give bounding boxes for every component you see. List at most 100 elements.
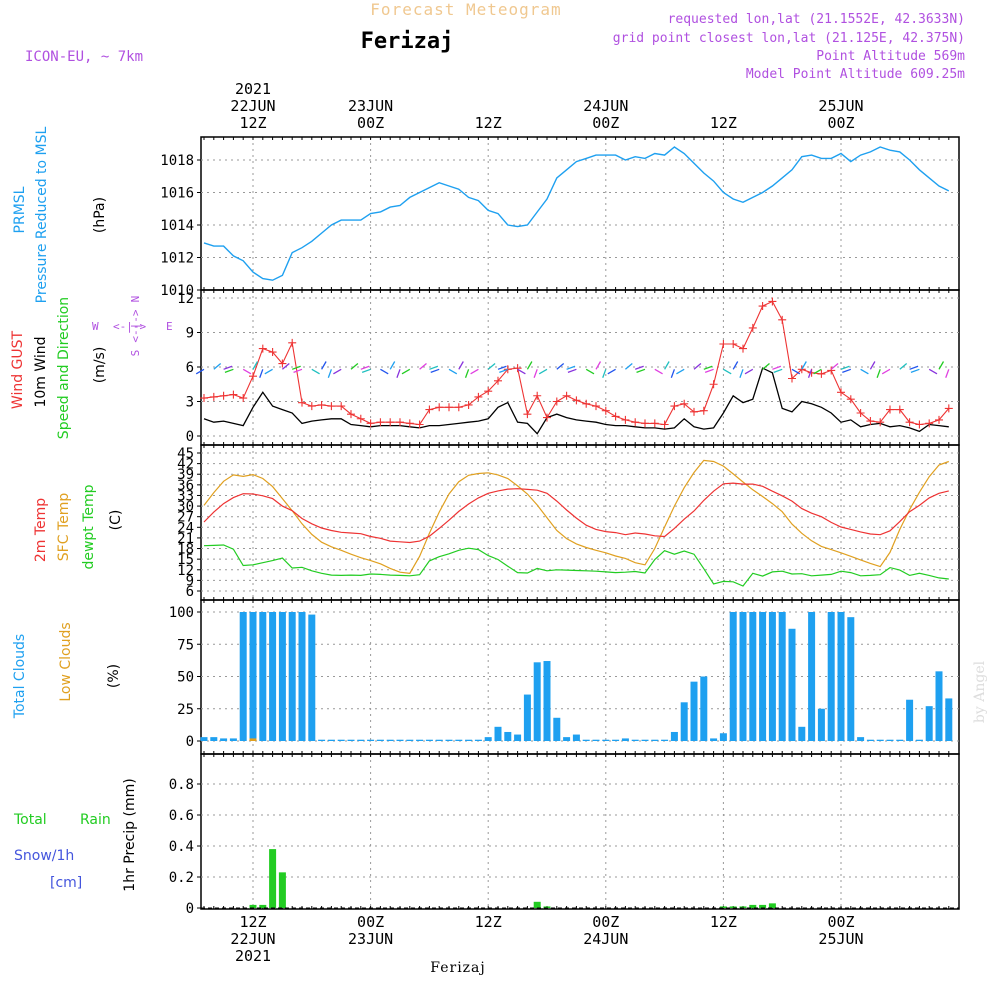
wind-direction-arrow (361, 368, 371, 373)
gust-marker (611, 412, 620, 421)
total-cloud-bar (239, 612, 247, 741)
wind-direction-arrow (448, 368, 458, 375)
y-tick-label: 1012 (160, 251, 194, 267)
y-tick-label: 39 (177, 467, 194, 483)
bottom-axis-label: 00Z (827, 913, 854, 931)
gust-marker (307, 402, 316, 411)
total-cloud-bar (455, 739, 463, 741)
total-cloud-bar (768, 612, 776, 741)
wind-direction-arrow (910, 368, 920, 373)
compass-west: W (92, 320, 99, 333)
wind-direction-arrow (291, 365, 301, 370)
wind-direction-arrow (693, 363, 702, 370)
total-cloud-bar (945, 698, 953, 741)
wind-direction-arrow (419, 363, 427, 370)
wind-direction-arrow (526, 361, 533, 370)
total-cloud-bar (641, 739, 649, 741)
precip-rain-label: Rain (80, 812, 111, 828)
gust-marker (768, 297, 777, 306)
gust-marker (601, 406, 610, 415)
sfc-temp-line (203, 459, 950, 574)
total-cloud-bar (396, 739, 404, 741)
wind-direction-arrow (499, 368, 509, 373)
wind-direction-arrow (213, 363, 222, 370)
wind-direction-arrow (538, 368, 548, 375)
gust-marker (641, 419, 649, 428)
compass-horizontal: <-|-> (113, 320, 146, 333)
bottom-axis-label: 12Z (239, 913, 266, 931)
total-cloud-bar (817, 708, 825, 741)
total-cloud-bar (915, 739, 923, 741)
gust-marker (572, 396, 581, 405)
total-cloud-bar (808, 612, 816, 741)
total-cloud-bar (318, 739, 326, 741)
panel-frame (200, 753, 960, 910)
total-cloud-bar (337, 739, 345, 741)
gust-marker (327, 402, 336, 411)
low-clouds-label: Low Clouds (58, 622, 74, 701)
wind-direction-arrow (566, 365, 576, 370)
y-tick-label: 9 (186, 573, 194, 589)
model-label: ICON-EU, ~ 7km (25, 49, 143, 65)
wind-direction-arrow (869, 361, 876, 370)
total-cloud-bar (572, 734, 580, 741)
y-tick-label: 3 (186, 395, 194, 411)
gust-marker (837, 388, 845, 397)
wind-gust-label: Wind GUST (10, 330, 26, 409)
wind-direction-arrow (938, 361, 945, 370)
rain-bar (533, 901, 541, 908)
wind-direction-arrow (670, 369, 676, 378)
total-cloud-bar (288, 612, 296, 741)
bottom-axis-label: 12Z (475, 913, 502, 931)
total-cloud-bar (906, 699, 914, 741)
gust-marker (856, 409, 865, 417)
gust-marker (337, 402, 346, 411)
gust-marker (719, 340, 728, 348)
total-cloud-bar (386, 739, 394, 741)
gust-marker (886, 405, 894, 414)
total-cloud-bar (876, 739, 884, 741)
gust-marker (356, 414, 365, 423)
total-cloud-bar (367, 739, 375, 741)
gust-marker (895, 405, 904, 414)
rain-bar (278, 872, 286, 908)
wind-direction-arrow (842, 368, 852, 373)
total-cloud-bar (474, 739, 482, 741)
rain-bar (259, 904, 267, 908)
wind-direction-arrow (704, 368, 714, 373)
total-cloud-bar (435, 739, 443, 741)
pressure-panel: 1010 1012 1014 1016 1018 (160, 136, 960, 299)
low-cloud-bar (249, 738, 257, 741)
gust-marker (876, 418, 885, 427)
y-tick-label: 0.2 (169, 870, 194, 886)
wind-direction-arrow (664, 361, 670, 370)
rain-bar (543, 906, 551, 908)
y-tick-label: 24 (177, 520, 194, 536)
total-cloud-bar (445, 739, 453, 741)
gust-marker (209, 392, 218, 401)
gust-marker (405, 419, 414, 428)
gust-marker (925, 419, 934, 428)
y-tick-label: 36 (177, 478, 194, 494)
gust-marker (827, 366, 836, 375)
total-cloud-bar (670, 731, 678, 741)
y-tick-label: 50 (177, 670, 194, 686)
rain-bar (729, 906, 737, 908)
total-cloud-bar (504, 731, 512, 741)
pressure-unit: (hPa) (92, 197, 108, 233)
y-tick-label: 33 (177, 488, 194, 504)
compass-east: E (166, 320, 173, 333)
gust-marker (533, 391, 542, 400)
gust-marker (543, 413, 551, 422)
y-tick-label: 0.8 (169, 777, 194, 793)
gust-marker (484, 387, 493, 396)
total-cloud-bar (543, 661, 551, 741)
wind-direction-arrow (607, 368, 616, 375)
gust-marker (376, 418, 385, 427)
total-cloud-bar (553, 717, 561, 741)
wind-direction-arrow (350, 363, 359, 370)
total-cloud-bar (896, 739, 904, 741)
wind-direction-arrow (634, 365, 644, 370)
